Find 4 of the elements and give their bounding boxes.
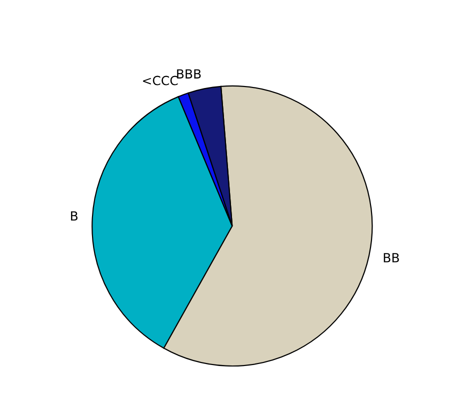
slice-label: BB: [384, 253, 399, 262]
slice-label: BBB: [177, 69, 201, 78]
slice-label: <CCC: [143, 76, 178, 86]
slice-label: B: [71, 211, 78, 220]
